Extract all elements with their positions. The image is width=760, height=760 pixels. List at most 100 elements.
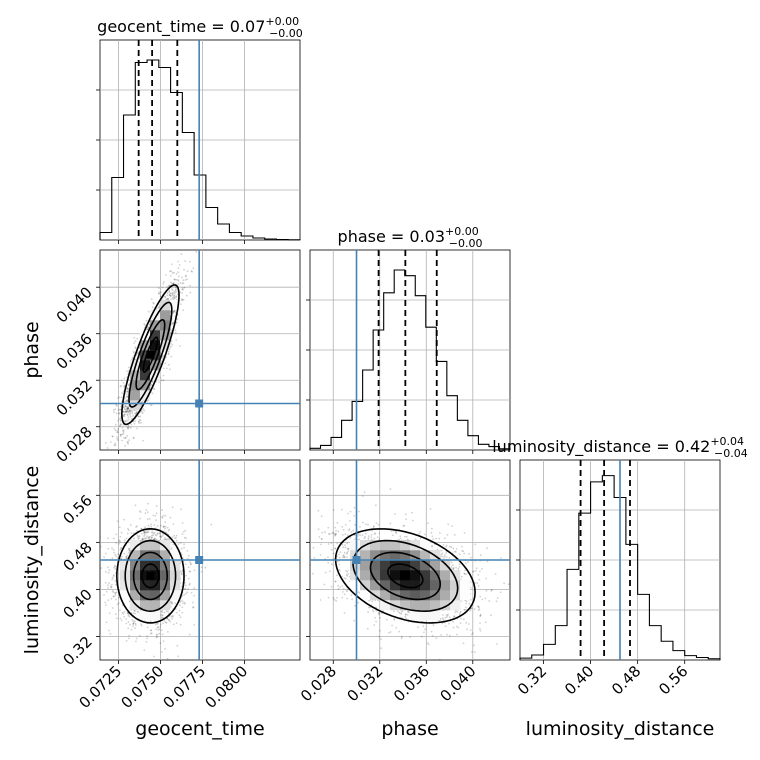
sample-point: [189, 291, 192, 294]
sample-point: [117, 408, 120, 411]
sample-point: [171, 614, 174, 617]
sample-point: [114, 423, 117, 426]
sample-point: [477, 609, 480, 611]
sample-point: [166, 292, 169, 295]
sample-point: [183, 286, 186, 289]
density-layer: [96, 250, 510, 660]
density-cell: [140, 600, 151, 611]
title-luminosity-distance-name: luminosity_distance: [492, 437, 651, 457]
sample-point: [170, 288, 173, 290]
sample-point: [171, 536, 174, 539]
sample-point: [150, 404, 153, 407]
sample-point: [131, 412, 134, 415]
sample-point: [154, 538, 156, 540]
contour-luminosity-distance-vs-geocent-time: [132, 551, 169, 601]
sample-point: [319, 599, 322, 601]
sample-point: [129, 410, 131, 412]
sample-point: [172, 282, 175, 285]
density-cell: [150, 610, 161, 621]
contour-phase-vs-geocent-time: [128, 301, 173, 408]
sample-point: [377, 599, 380, 602]
sample-point: [127, 410, 130, 413]
sample-point: [120, 619, 123, 622]
sample-point: [148, 537, 150, 540]
sample-point: [138, 420, 140, 423]
sample-point: [126, 408, 128, 411]
sample-point: [124, 413, 126, 415]
sample-point: [184, 279, 187, 281]
sample-point: [143, 409, 146, 412]
sample-point: [161, 286, 164, 289]
density-cell: [150, 540, 161, 551]
sample-point: [114, 564, 116, 567]
sample-point: [109, 585, 112, 588]
sample-point: [150, 629, 153, 632]
sample-point: [140, 623, 142, 625]
sample-point: [120, 531, 123, 534]
sample-point: [165, 531, 167, 534]
sample-point: [141, 538, 144, 541]
sample-point: [170, 601, 173, 603]
sample-point: [135, 640, 137, 643]
sample-point: [145, 509, 148, 511]
sample-point: [140, 527, 143, 530]
sample-point: [126, 405, 129, 408]
sample-point: [150, 525, 153, 528]
sample-point: [140, 421, 142, 424]
sample-point: [132, 625, 135, 628]
sample-point: [124, 401, 127, 403]
sample-point: [128, 410, 131, 413]
sample-point: [170, 270, 173, 273]
sample-point: [172, 310, 175, 313]
sample-point: [185, 592, 187, 595]
sample-point: [121, 392, 123, 395]
sample-point: [143, 530, 145, 533]
sample-point: [192, 267, 195, 270]
sample-point: [153, 655, 155, 658]
sample-point: [171, 263, 173, 266]
sample-point: [124, 397, 126, 399]
sample-point: [171, 294, 174, 297]
sample-point: [170, 281, 172, 284]
sample-point: [113, 595, 116, 598]
sample-point: [135, 526, 137, 528]
sample-point: [123, 552, 126, 555]
sample-point: [179, 542, 182, 544]
sample-point: [171, 289, 174, 291]
sample-point: [119, 419, 122, 421]
sample-point: [426, 642, 429, 644]
sample-point: [123, 415, 126, 418]
sample-point: [332, 597, 335, 599]
sample-point: [125, 556, 128, 558]
sample-point: [127, 388, 129, 390]
sample-point: [478, 578, 481, 581]
sample-point: [124, 408, 127, 411]
sample-point: [125, 640, 128, 642]
sample-point: [157, 629, 160, 631]
sample-point: [117, 431, 119, 433]
sample-point: [112, 409, 115, 411]
sample-point: [162, 379, 165, 382]
sample-point: [139, 510, 141, 512]
title-phase-value: 0.03: [409, 227, 445, 246]
sample-point: [131, 618, 134, 621]
sample-point: [465, 573, 467, 575]
sample-point: [439, 532, 441, 534]
sample-point: [106, 447, 109, 449]
sample-point: [171, 291, 174, 294]
sample-point: [163, 611, 166, 614]
sample-point: [166, 298, 169, 300]
sample-point: [120, 547, 122, 549]
sample-point: [181, 276, 183, 279]
sample-point: [154, 623, 157, 626]
sample-point: [127, 621, 130, 623]
sample-point: [113, 566, 115, 569]
sample-point: [156, 533, 159, 535]
sample-point: [111, 576, 114, 579]
sample-point: [181, 288, 184, 291]
sample-point: [107, 537, 109, 540]
density-cell: [150, 320, 161, 331]
sample-point: [452, 568, 455, 570]
sample-point: [96, 564, 98, 566]
density-cell: [130, 600, 141, 611]
